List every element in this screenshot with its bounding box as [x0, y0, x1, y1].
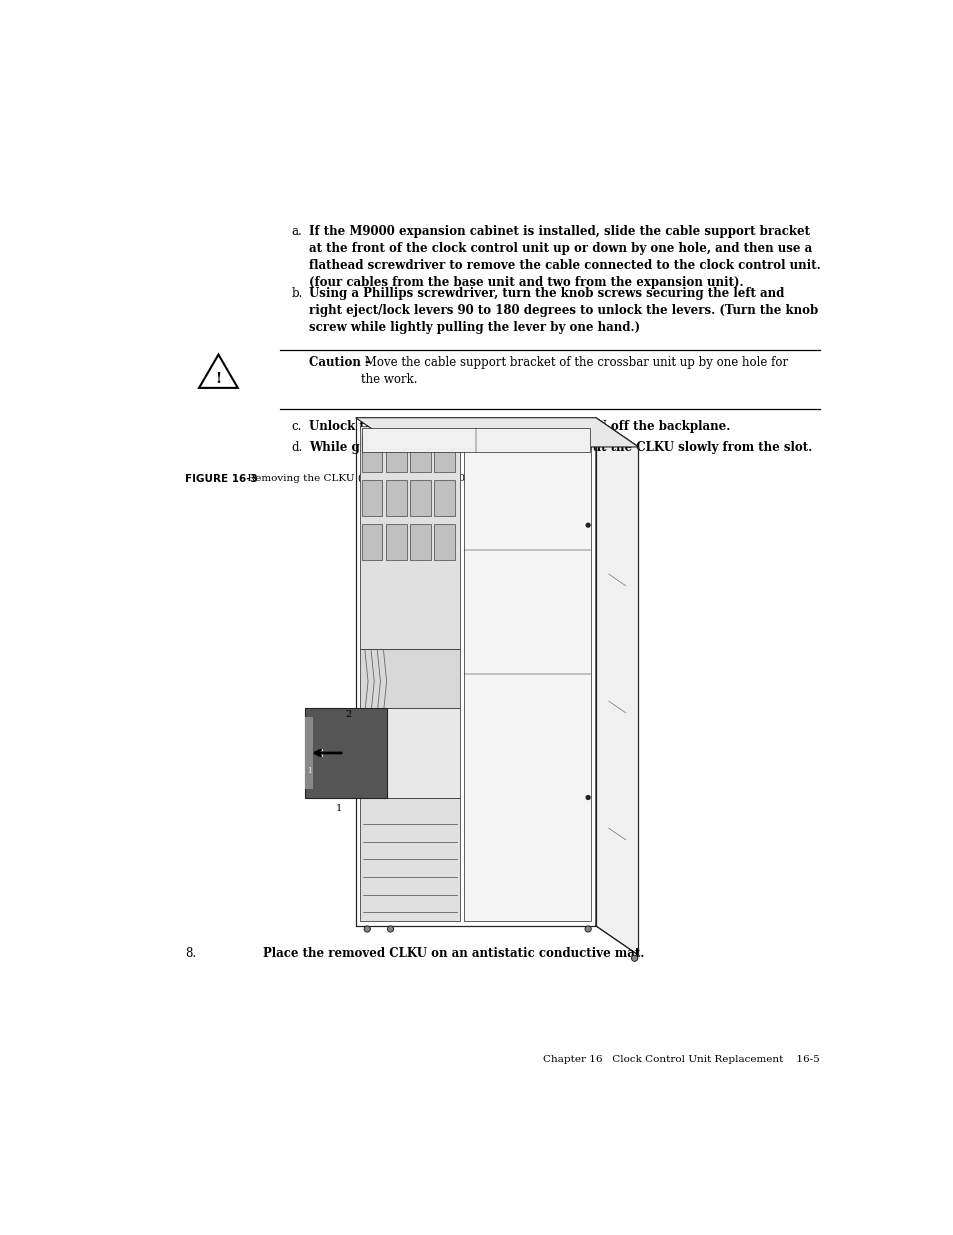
Polygon shape: [434, 479, 455, 515]
Text: Unlock the eject/lock levers to pull the CLKU off the backplane.: Unlock the eject/lock levers to pull the…: [309, 420, 730, 433]
Polygon shape: [361, 479, 382, 515]
Polygon shape: [360, 648, 459, 709]
Text: !: !: [215, 372, 221, 385]
Text: FIGURE 16-3: FIGURE 16-3: [185, 474, 257, 484]
Polygon shape: [305, 718, 313, 789]
Polygon shape: [410, 436, 431, 472]
Text: 8.: 8.: [185, 947, 196, 961]
Polygon shape: [355, 417, 596, 926]
Text: While grasping the eject/lock levers, pull out the CLKU slowly from the slot.: While grasping the eject/lock levers, pu…: [309, 441, 812, 453]
Polygon shape: [361, 427, 589, 452]
Text: b.: b.: [291, 287, 302, 300]
Polygon shape: [386, 479, 406, 515]
Circle shape: [364, 926, 370, 932]
Polygon shape: [360, 709, 459, 798]
Circle shape: [584, 926, 591, 932]
Text: Caution –: Caution –: [309, 356, 371, 369]
Text: d.: d.: [291, 441, 302, 453]
Text: Using a Phillips screwdriver, turn the knob screws securing the left and
right e: Using a Phillips screwdriver, turn the k…: [309, 287, 818, 333]
Text: 2: 2: [345, 710, 352, 719]
Circle shape: [585, 795, 590, 799]
Text: Chapter 16   Clock Control Unit Replacement    16-5: Chapter 16 Clock Control Unit Replacemen…: [542, 1056, 819, 1065]
Text: If the M9000 expansion cabinet is installed, slide the cable support bracket
at : If the M9000 expansion cabinet is instal…: [309, 225, 820, 289]
Circle shape: [631, 955, 637, 961]
Polygon shape: [360, 426, 459, 648]
Polygon shape: [360, 798, 459, 921]
Polygon shape: [305, 709, 387, 798]
Polygon shape: [386, 436, 406, 472]
Circle shape: [387, 926, 394, 932]
Polygon shape: [410, 479, 431, 515]
Polygon shape: [361, 524, 382, 559]
Polygon shape: [386, 524, 406, 559]
Polygon shape: [355, 417, 638, 447]
Text: 1: 1: [307, 767, 312, 776]
Polygon shape: [596, 417, 638, 955]
Polygon shape: [464, 426, 591, 921]
Text: 1: 1: [335, 804, 341, 813]
Text: Removing the CLKU (Front of the M9000 Base Cabinet): Removing the CLKU (Front of the M9000 Ba…: [241, 474, 541, 483]
Text: a.: a.: [291, 225, 302, 238]
Polygon shape: [361, 436, 382, 472]
Polygon shape: [410, 524, 431, 559]
Polygon shape: [434, 524, 455, 559]
Circle shape: [585, 524, 590, 527]
Polygon shape: [434, 436, 455, 472]
Text: Move the cable support bracket of the crossbar unit up by one hole for
the work.: Move the cable support bracket of the cr…: [360, 356, 787, 387]
Text: c.: c.: [291, 420, 301, 433]
Text: Place the removed CLKU on an antistatic conductive mat.: Place the removed CLKU on an antistatic …: [262, 947, 643, 961]
